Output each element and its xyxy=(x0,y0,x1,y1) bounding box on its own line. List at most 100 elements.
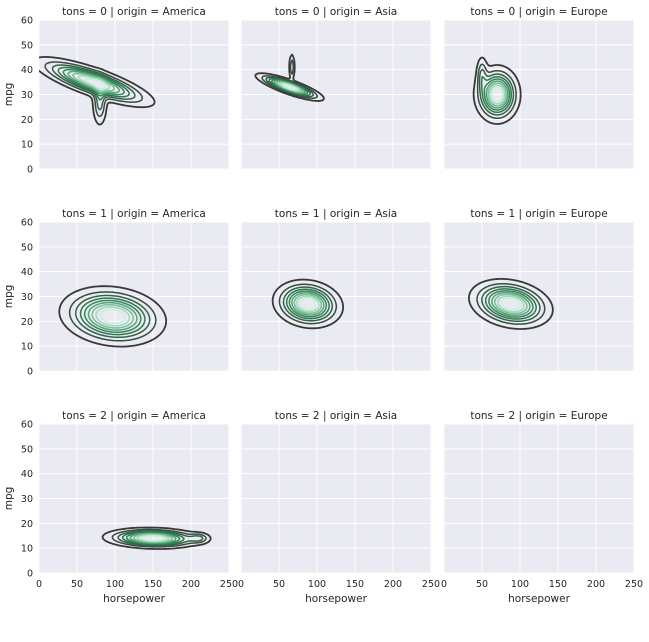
kde-contour-level-9 xyxy=(298,297,317,311)
kde-contour-level-4 xyxy=(480,75,513,114)
y-tick-label: 50 xyxy=(21,40,33,51)
y-tick-label: 50 xyxy=(21,242,33,253)
y-tick-label: 20 xyxy=(21,317,33,328)
x-tick-label: 150 xyxy=(346,579,364,590)
kde-contours xyxy=(271,278,344,330)
panel-title: tons = 2 | origin = Asia xyxy=(275,410,397,422)
kde-contour-level-8 xyxy=(296,295,320,313)
panel-title: tons = 1 | origin = Asia xyxy=(275,208,397,220)
x-tick-label: 100 xyxy=(106,579,124,590)
panel-title: tons = 0 | origin = Asia xyxy=(275,6,397,18)
panel-0-2: tons = 0 | origin = Europe xyxy=(443,6,635,170)
kde-contour-level-6 xyxy=(291,292,325,316)
x-tick-label: 150 xyxy=(144,579,162,590)
y-tick-label: 60 xyxy=(21,218,33,229)
kde-contour-level-2 xyxy=(476,63,517,120)
y-tick-label: 40 xyxy=(21,65,33,76)
y-tick-label: 30 xyxy=(21,90,33,101)
kde-contour-level-5 xyxy=(83,299,142,333)
kde-contour-level-6 xyxy=(87,301,138,331)
kde-contour-level-3 xyxy=(117,530,204,547)
x-tick-label: 200 xyxy=(384,579,402,590)
x-axis-label: horsepower xyxy=(305,593,367,605)
kde-contour-level-2 xyxy=(44,61,144,118)
kde-contour-level-3 xyxy=(51,64,136,111)
kde-contour-level-8 xyxy=(77,75,111,92)
kde-contour-level-8 xyxy=(497,295,525,313)
panel-1-2: tons = 1 | origin = Europe xyxy=(443,208,635,372)
y-tick-label: 60 xyxy=(21,16,33,27)
y-tick-label: 40 xyxy=(21,267,33,278)
kde-contours xyxy=(254,53,325,102)
kde-contour-level-1 xyxy=(58,285,168,348)
kde-contour-level-2 xyxy=(476,282,546,325)
kde-contour-level-7 xyxy=(293,293,323,315)
kde-contour-level-7 xyxy=(494,293,528,315)
kde-contour-level-1 xyxy=(254,53,325,102)
y-tick-label: 30 xyxy=(21,494,33,505)
kde-contour-level-4 xyxy=(285,288,330,320)
kde-contour-level-7 xyxy=(133,533,174,544)
kde-contour-level-1 xyxy=(472,56,522,125)
panel-2-0: tons = 2 | origin = America 0 10 20 30 40 50 60… xyxy=(3,410,238,605)
x-tick-label: 0 xyxy=(238,579,244,590)
kde-contour-level-1 xyxy=(101,526,212,550)
kde-contour-level-3 xyxy=(75,294,151,339)
kde-contour-level-3 xyxy=(481,285,541,323)
y-tick-label: 0 xyxy=(27,165,33,176)
x-tick-label: 50 xyxy=(273,579,285,590)
kde-contour-level-7 xyxy=(487,82,507,107)
kde-contour-level-9 xyxy=(140,535,166,542)
panel-title: tons = 1 | origin = America xyxy=(62,208,206,220)
kde-contour-level-6 xyxy=(67,70,121,95)
kde-contour-level-5 xyxy=(488,290,534,318)
kde-contours xyxy=(468,278,554,330)
y-tick-label: 10 xyxy=(21,140,33,151)
panel-title: tons = 1 | origin = Europe xyxy=(470,208,607,220)
kde-contours xyxy=(39,56,156,126)
kde-contour-level-9 xyxy=(99,308,126,325)
kde-contour-level-2 xyxy=(111,528,207,548)
kde-contour-level-6 xyxy=(485,80,509,109)
kde-contour-level-5 xyxy=(288,290,328,318)
kde-contour-level-4 xyxy=(79,297,146,336)
y-tick-label: 0 xyxy=(27,569,33,580)
y-tick-label: 10 xyxy=(21,544,33,555)
kde-contours xyxy=(472,56,522,125)
panel-title: tons = 2 | origin = Europe xyxy=(470,410,607,422)
panel-0-1: tons = 0 | origin = Asia xyxy=(240,6,432,170)
panel-0-0: tons = 0 | origin = America 0 10 20 30 40 50 60… xyxy=(3,6,230,176)
kde-contour-level-9 xyxy=(84,78,107,90)
x-axis-label: horsepower xyxy=(103,593,165,605)
y-tick-label: 50 xyxy=(21,444,33,455)
x-tick-label: 200 xyxy=(587,579,605,590)
kde-contour-level-2 xyxy=(68,291,157,342)
panel-2-2: tons = 2 | origin = Europe 0 50 100 150 200 25… xyxy=(441,410,643,605)
kde-contour-level-5 xyxy=(483,78,511,111)
kde-contour-level-8 xyxy=(489,84,506,105)
kde-contour-level-4 xyxy=(57,66,130,101)
kde-contours xyxy=(58,285,168,348)
kde-contour-level-1 xyxy=(468,278,554,330)
kde-contour-level-8 xyxy=(95,306,131,327)
kde-contour-level-6 xyxy=(129,532,177,544)
panel-title: tons = 0 | origin = America xyxy=(62,6,206,18)
x-tick-label: 250 xyxy=(422,579,440,590)
panel-1-0: tons = 1 | origin = America 0 10 20 30 40 50 60… xyxy=(3,208,230,378)
kde-contour-level-1 xyxy=(271,278,344,330)
kde-contour-level-9 xyxy=(500,297,522,311)
x-tick-label: 250 xyxy=(220,579,238,590)
kde-contour-level-3 xyxy=(478,68,515,116)
y-tick-label: 20 xyxy=(21,519,33,530)
kde-contour-level-2 xyxy=(261,59,318,99)
kde-contour-level-5 xyxy=(125,531,181,545)
y-axis-label: mpg xyxy=(3,83,15,107)
y-tick-label: 40 xyxy=(21,469,33,480)
kde-contour-level-5 xyxy=(62,68,125,97)
x-tick-label: 250 xyxy=(625,579,643,590)
kde-contour-level-3 xyxy=(282,286,333,322)
kde-contour-level-9 xyxy=(491,86,504,103)
kde-contour-level-9 xyxy=(281,83,298,91)
y-axis-label: mpg xyxy=(3,285,15,309)
x-axis-label: horsepower xyxy=(508,593,570,605)
